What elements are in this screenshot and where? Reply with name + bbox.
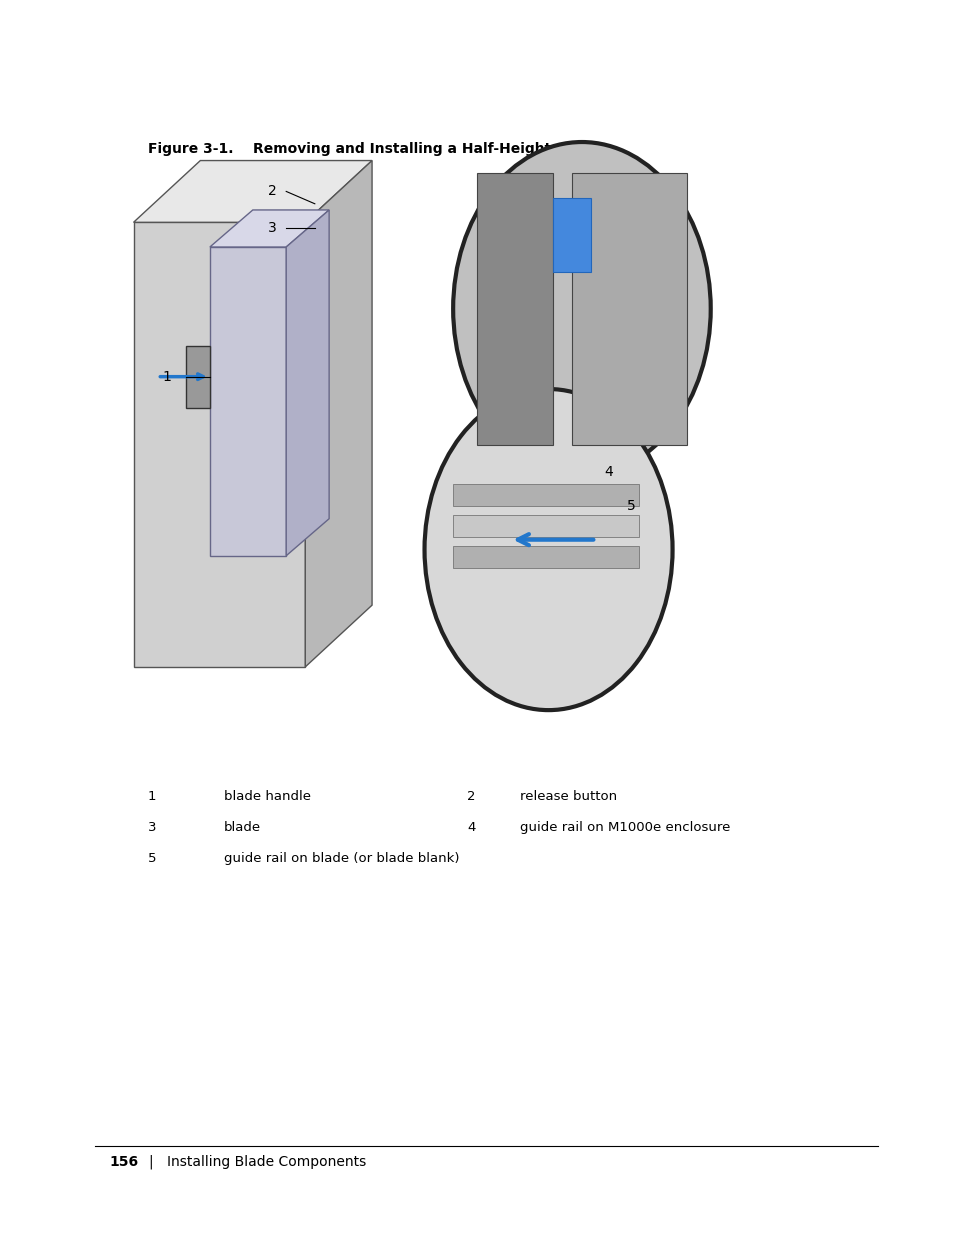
Text: Installing Blade Components: Installing Blade Components: [167, 1155, 366, 1168]
Polygon shape: [476, 173, 553, 445]
Polygon shape: [453, 484, 639, 506]
Circle shape: [424, 389, 672, 710]
Text: 1: 1: [162, 369, 172, 384]
Polygon shape: [133, 222, 305, 667]
Text: guide rail on M1000e enclosure: guide rail on M1000e enclosure: [519, 821, 730, 835]
Text: 3: 3: [267, 221, 276, 236]
Text: 4: 4: [467, 821, 476, 835]
Polygon shape: [210, 247, 286, 556]
Text: release button: release button: [519, 790, 617, 804]
Text: 156: 156: [110, 1155, 139, 1168]
Text: 3: 3: [148, 821, 156, 835]
Polygon shape: [453, 546, 639, 568]
Text: |: |: [148, 1155, 152, 1170]
Text: 2: 2: [467, 790, 476, 804]
Text: guide rail on blade (or blade blank): guide rail on blade (or blade blank): [224, 852, 459, 866]
Polygon shape: [453, 515, 639, 537]
Circle shape: [453, 142, 710, 475]
Text: 1: 1: [148, 790, 156, 804]
Polygon shape: [572, 173, 686, 445]
Polygon shape: [286, 210, 329, 556]
Text: 4: 4: [603, 464, 613, 479]
Polygon shape: [553, 198, 591, 272]
Polygon shape: [186, 346, 210, 408]
Polygon shape: [210, 210, 329, 247]
Text: blade handle: blade handle: [224, 790, 311, 804]
Text: 2: 2: [267, 184, 276, 199]
Polygon shape: [305, 161, 372, 667]
Text: 5: 5: [148, 852, 156, 866]
Text: 5: 5: [626, 499, 636, 514]
Polygon shape: [133, 161, 372, 222]
Text: blade: blade: [224, 821, 261, 835]
Text: Figure 3-1.    Removing and Installing a Half-Height Blade: Figure 3-1. Removing and Installing a Ha…: [148, 142, 599, 156]
